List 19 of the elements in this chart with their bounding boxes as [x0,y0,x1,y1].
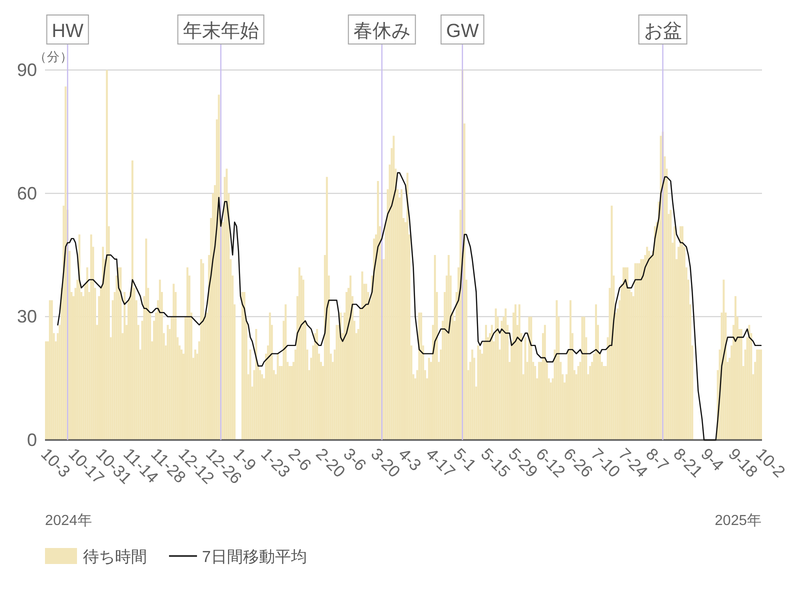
y-tick-label: 90 [16,60,37,80]
ref-label: 年末年始 [177,14,264,44]
ref-line-label: 年末年始 [182,21,259,42]
ref-label: 春休み [348,14,416,44]
legend-label: 7日間移動平均 [202,549,307,566]
y-label: （分） [34,50,73,64]
ref-line-label: HW [52,21,84,42]
ref-label: GW [440,14,484,44]
ref-line-label: 春休み [353,21,410,42]
y-tick-label: 60 [16,183,37,204]
legend-label: 待ち時間 [83,548,147,566]
annotation: 2025年 [714,513,762,529]
ref-line-label: GW [446,21,479,42]
y-tick-label: 30 [16,306,37,327]
ref-label: お盆 [638,14,688,44]
ref-line-label: お盆 [644,21,682,42]
y-tick-label: 0 [26,430,37,450]
ref-label: HW [46,14,89,44]
annotation: 2024年 [45,513,92,529]
